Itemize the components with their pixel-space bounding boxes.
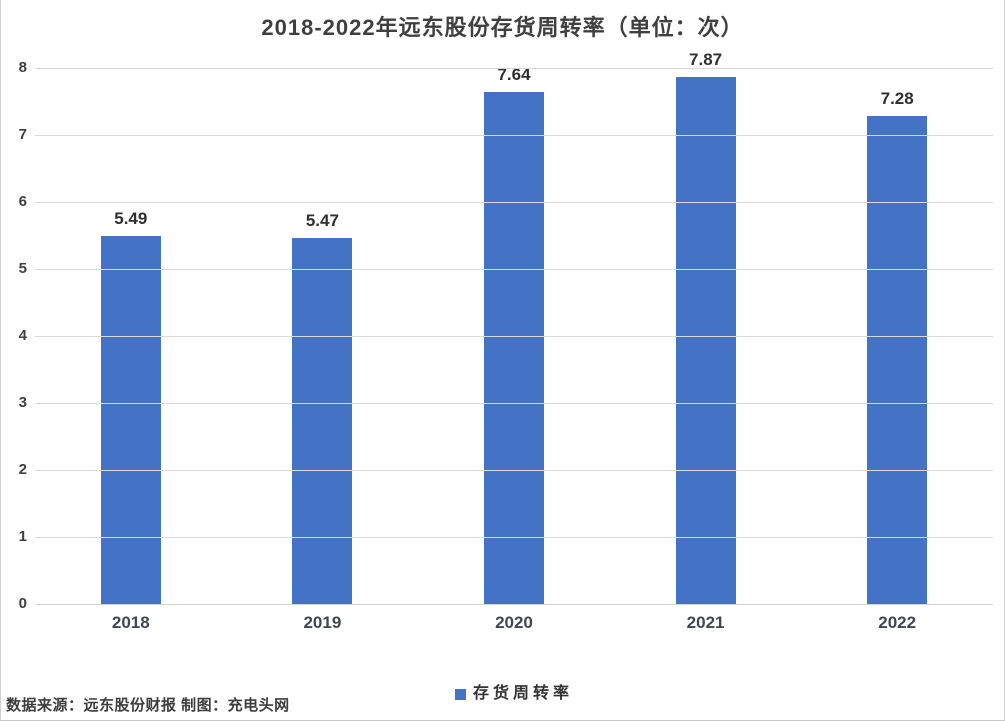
y-axis-tick-label: 8: [18, 59, 27, 76]
bar-slot: 5.49: [35, 68, 227, 604]
x-axis-tick-label: 2018: [111, 613, 150, 632]
gridline: [35, 202, 993, 203]
y-axis-tick-label: 3: [18, 394, 27, 411]
gridline: [35, 470, 993, 471]
bar-value-label: 7.28: [880, 89, 914, 108]
y-axis-tick-label: 2: [18, 461, 27, 478]
legend-marker-icon: [454, 688, 466, 700]
gridline: [35, 68, 993, 69]
bar-2018: [100, 236, 161, 604]
y-axis-tick-label: 0: [18, 595, 27, 612]
gridline: [35, 336, 993, 337]
y-axis-tick-label: 6: [18, 193, 27, 210]
y-axis-tick-label: 7: [18, 126, 27, 143]
bar-series: 5.49 5.47 7.64 7.87 7.28: [35, 50, 993, 604]
bar-2019: [292, 238, 353, 604]
x-axis: 2018 2019 2020 2021 2022: [35, 613, 993, 633]
gridline: [35, 403, 993, 404]
bar-value-label: 7.87: [689, 50, 723, 69]
legend: 存货周转率: [35, 684, 993, 704]
x-axis-tick-label: 2020: [495, 613, 533, 632]
source-note: 数据来源：远东股份财报 制图：充电头网: [6, 697, 290, 714]
x-axis-tick-label: 2022: [878, 613, 917, 632]
bar-slot: 7.87: [610, 50, 802, 604]
legend-label: 存货周转率: [472, 685, 573, 702]
y-axis-tick-label: 5: [18, 260, 27, 277]
y-axis-tick-label: 1: [18, 528, 27, 545]
gridline: [35, 269, 993, 270]
plot-area: 5.49 5.47 7.64 7.87 7.28 0 1 2 3 4 5 6 7 8: [19, 50, 993, 612]
gridline: [35, 537, 993, 538]
bar-value-label: 7.64: [497, 65, 531, 84]
bar-slot: 5.47: [227, 68, 419, 604]
chart-title: 2018-2022年远东股份存货周转率（单位：次）: [261, 15, 744, 40]
x-axis-tick-label: 2021: [686, 613, 725, 632]
bar-2021: [675, 77, 736, 604]
bar-slot: 7.64: [418, 65, 610, 604]
y-axis-tick-label: 4: [18, 327, 27, 344]
gridline: [35, 135, 993, 136]
bar-value-label: 5.49: [114, 209, 148, 228]
x-axis-line: [35, 604, 993, 605]
x-axis-tick-label: 2019: [303, 613, 342, 632]
bar-value-label: 5.47: [305, 211, 339, 230]
bar-2022: [867, 116, 928, 604]
bar-slot: 7.28: [801, 68, 993, 604]
bar-2020: [483, 92, 544, 604]
